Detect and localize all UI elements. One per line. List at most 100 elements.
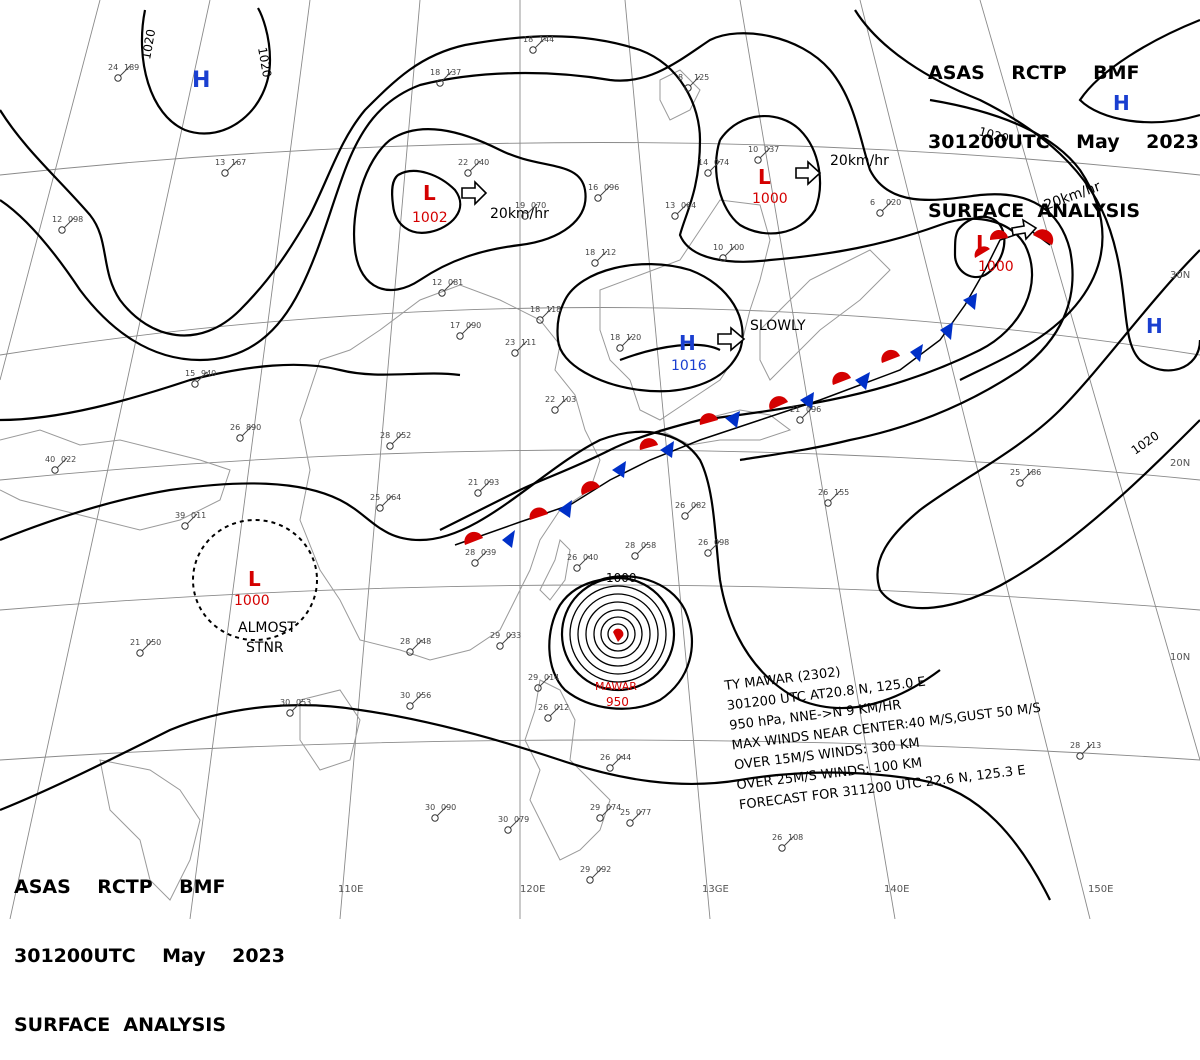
wind-barb	[881, 200, 893, 212]
station-plot: 28 052	[380, 431, 411, 450]
station-plot: 18 137	[430, 68, 461, 87]
wind-barb	[509, 817, 521, 829]
wind-barb	[676, 203, 688, 215]
station-pressure: 092	[596, 865, 611, 874]
station-circle	[456, 332, 464, 340]
station-pressure: 039	[481, 548, 496, 557]
station-temp: 26	[818, 488, 828, 497]
high-center: H	[679, 331, 696, 355]
wind-barb	[436, 805, 448, 817]
station-temp: 26	[600, 753, 610, 762]
wind-barb	[1021, 470, 1033, 482]
station-plot: 26 040	[567, 553, 598, 572]
wind-barb	[539, 675, 551, 687]
pressure-centers: H H H H 1016 L 1002 L 1000 L 1000 L 1000…	[192, 68, 1163, 709]
low-ne: L	[976, 231, 989, 255]
wind-barb	[241, 425, 253, 437]
station-circle	[181, 522, 189, 530]
station-plot: 8 125	[678, 73, 709, 92]
wind-barb	[636, 543, 648, 555]
station-plot: 21 050	[130, 638, 161, 657]
station-plot: 24 189	[108, 63, 139, 82]
station-pressure: 077	[636, 808, 651, 817]
station-pressure: 108	[788, 833, 803, 842]
header-top-line1: ASAS RCTP BMF	[928, 62, 1140, 84]
station-plot: 28 039	[465, 548, 496, 567]
wind-barb	[534, 37, 546, 49]
station-pressure: 012	[554, 703, 569, 712]
wind-barb	[291, 700, 303, 712]
wind-barb	[1081, 743, 1093, 755]
station-temp: 10	[713, 243, 723, 252]
isobar-label-1020-b: 1020	[255, 46, 274, 79]
station-temp: 12	[432, 278, 442, 287]
header-bottom-line1: ASAS RCTP BMF	[14, 876, 226, 898]
header-bottom: ASAS RCTP BMF 301200UTC May 2023 SURFACE…	[14, 830, 285, 1060]
lon-130: 13GE	[702, 884, 729, 895]
station-circle	[496, 642, 504, 650]
station-plot: 28 048	[400, 637, 431, 656]
station-circle	[1016, 479, 1024, 487]
station-plot: 21 096	[790, 405, 821, 424]
motion-north2: 20km/hr	[830, 153, 889, 169]
station-temp: 6	[870, 198, 875, 207]
wind-barb	[801, 407, 813, 419]
low-north: L	[423, 181, 436, 205]
wind-barb	[461, 323, 473, 335]
station-temp: 22	[545, 395, 555, 404]
station-plot: 23 111	[505, 338, 536, 357]
station-plot: 40 022	[45, 455, 76, 474]
station-circle	[594, 194, 602, 202]
station-circle	[544, 714, 552, 722]
station-circle	[671, 212, 679, 220]
typhoon-isobars	[560, 576, 676, 692]
typhoon-name: MAWAR	[595, 680, 637, 693]
station-plot: 26 098	[698, 538, 729, 557]
station-circle	[876, 209, 884, 217]
lat-10: 10N	[1170, 652, 1190, 663]
wind-barb	[724, 245, 736, 257]
station-temp: 26	[772, 833, 782, 842]
station-pressure: 052	[396, 431, 411, 440]
station-plot: 30 053	[280, 698, 311, 717]
high-ne: H	[1113, 91, 1130, 115]
station-circle	[626, 819, 634, 827]
wind-barb	[516, 340, 528, 352]
station-plot: 28 058	[625, 541, 656, 560]
station-pressure: 096	[806, 405, 821, 414]
station-pressure: 186	[1026, 468, 1041, 477]
header-top-line3: SURFACE ANALYSIS	[928, 200, 1141, 222]
station-plot: 21 093	[468, 478, 499, 497]
station-circle	[704, 169, 712, 177]
almost-label: ALMOST	[238, 620, 296, 636]
station-pressure: 082	[691, 501, 706, 510]
wind-barb	[226, 160, 238, 172]
header-top: ASAS RCTP BMF 301200UTC May 2023 SURFACE…	[928, 16, 1199, 246]
station-circle	[58, 226, 66, 234]
station-plot: 18 118	[530, 305, 561, 324]
station-circle	[796, 416, 804, 424]
wind-barb	[783, 835, 795, 847]
surface-analysis-map: H H H H 1016 L 1002 L 1000 L 1000 L 1000…	[0, 0, 1200, 919]
station-pressure: 093	[484, 478, 499, 487]
station-pressure: 079	[514, 815, 529, 824]
station-temp: 28	[380, 431, 390, 440]
wind-barb	[141, 640, 153, 652]
wind-barb	[549, 705, 561, 717]
station-temp: 26	[567, 553, 577, 562]
station-plot: 26 155	[818, 488, 849, 507]
wind-barb	[186, 513, 198, 525]
station-temp: 28	[465, 548, 475, 557]
wind-barb	[469, 160, 481, 172]
station-temp: 16	[588, 183, 598, 192]
station-pressure: 096	[604, 183, 619, 192]
station-plot: 25 186	[1010, 468, 1041, 487]
wind-barb	[63, 217, 75, 229]
station-circle	[534, 684, 542, 692]
wind-barb	[686, 503, 698, 515]
wind-barb	[829, 490, 841, 502]
station-pressure: 112	[601, 248, 616, 257]
graticule	[0, 0, 1200, 919]
station-pressure: 081	[448, 278, 463, 287]
station-temp: 30	[498, 815, 508, 824]
